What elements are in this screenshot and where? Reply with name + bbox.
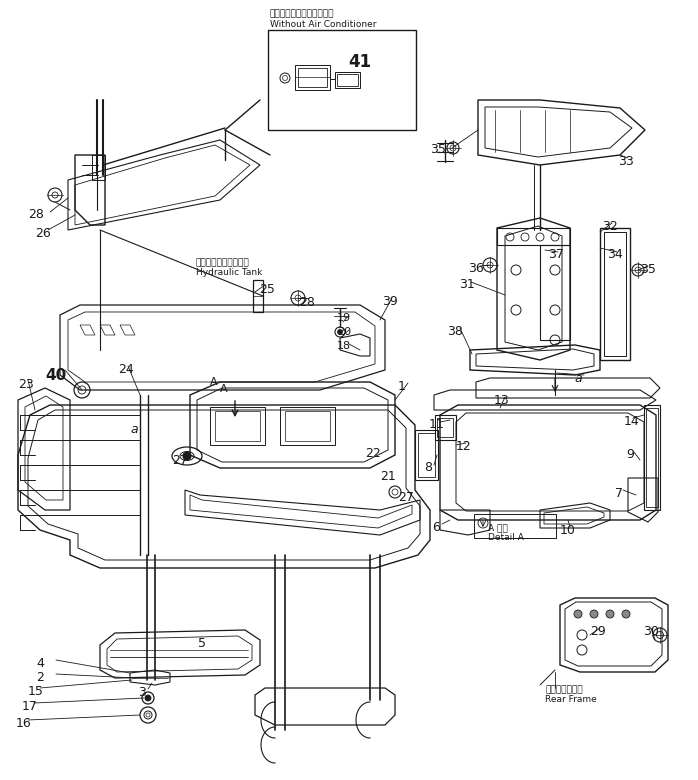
Text: 38: 38 bbox=[447, 325, 463, 338]
Text: A 詳図: A 詳図 bbox=[488, 523, 507, 532]
Circle shape bbox=[590, 610, 598, 618]
Circle shape bbox=[145, 695, 151, 701]
Bar bbox=[474, 514, 556, 538]
Text: 40: 40 bbox=[45, 368, 66, 383]
Text: 1: 1 bbox=[398, 380, 406, 393]
Text: リヤーフレーム: リヤーフレーム bbox=[545, 685, 583, 694]
Text: a: a bbox=[574, 372, 581, 385]
Text: 35: 35 bbox=[640, 263, 656, 276]
Text: 33: 33 bbox=[618, 155, 634, 168]
Text: 24: 24 bbox=[118, 363, 134, 376]
Text: 29: 29 bbox=[590, 625, 606, 638]
Text: 20: 20 bbox=[337, 327, 351, 337]
Text: 27: 27 bbox=[172, 454, 188, 467]
Text: 16: 16 bbox=[16, 717, 31, 730]
Text: A: A bbox=[210, 377, 218, 387]
Text: 37: 37 bbox=[548, 248, 564, 261]
Text: 15: 15 bbox=[28, 685, 44, 698]
Text: Hydraulic Tank: Hydraulic Tank bbox=[196, 268, 262, 277]
Text: Detail A: Detail A bbox=[488, 533, 524, 542]
Text: Without Air Conditioner: Without Air Conditioner bbox=[270, 20, 376, 29]
Text: 39: 39 bbox=[382, 295, 398, 308]
Text: 21: 21 bbox=[380, 470, 396, 483]
Circle shape bbox=[574, 610, 582, 618]
Text: 22: 22 bbox=[365, 447, 380, 460]
Text: 19: 19 bbox=[337, 313, 351, 323]
Text: A: A bbox=[220, 384, 228, 394]
Text: 4: 4 bbox=[36, 657, 44, 670]
Text: 23: 23 bbox=[18, 378, 34, 391]
Text: 7: 7 bbox=[615, 487, 623, 500]
Text: 31: 31 bbox=[459, 278, 475, 291]
Text: 11: 11 bbox=[429, 418, 445, 431]
Text: 34: 34 bbox=[607, 248, 623, 261]
Text: 35: 35 bbox=[430, 143, 446, 156]
Text: 36: 36 bbox=[468, 262, 484, 275]
Text: 14: 14 bbox=[624, 415, 640, 428]
Circle shape bbox=[622, 610, 630, 618]
Text: 28: 28 bbox=[299, 296, 315, 309]
Text: 3: 3 bbox=[138, 686, 146, 699]
Text: 17: 17 bbox=[22, 700, 38, 713]
Text: Rear Frame: Rear Frame bbox=[545, 695, 597, 704]
Text: 41: 41 bbox=[348, 53, 371, 71]
Text: 28: 28 bbox=[28, 208, 44, 221]
Text: 26: 26 bbox=[35, 227, 51, 240]
Text: 18: 18 bbox=[337, 341, 351, 351]
Text: 30: 30 bbox=[643, 625, 659, 638]
Text: 25: 25 bbox=[259, 283, 275, 296]
Text: 13: 13 bbox=[494, 394, 510, 407]
Text: 2: 2 bbox=[36, 671, 44, 684]
Bar bbox=[268, 30, 416, 130]
Circle shape bbox=[606, 610, 614, 618]
Text: 27: 27 bbox=[398, 491, 414, 504]
Text: 6: 6 bbox=[432, 521, 440, 534]
Text: 5: 5 bbox=[198, 637, 206, 650]
Circle shape bbox=[338, 329, 343, 335]
Text: 32: 32 bbox=[602, 220, 618, 233]
Text: 9: 9 bbox=[626, 448, 634, 461]
Text: a: a bbox=[130, 423, 138, 436]
Text: 10: 10 bbox=[560, 524, 576, 537]
Text: 12: 12 bbox=[456, 440, 472, 453]
Circle shape bbox=[183, 452, 191, 460]
Text: エアーコンディショナなし: エアーコンディショナなし bbox=[270, 9, 334, 18]
Text: ハイドロリックタンク: ハイドロリックタンク bbox=[196, 258, 250, 267]
Text: 8: 8 bbox=[424, 461, 432, 474]
